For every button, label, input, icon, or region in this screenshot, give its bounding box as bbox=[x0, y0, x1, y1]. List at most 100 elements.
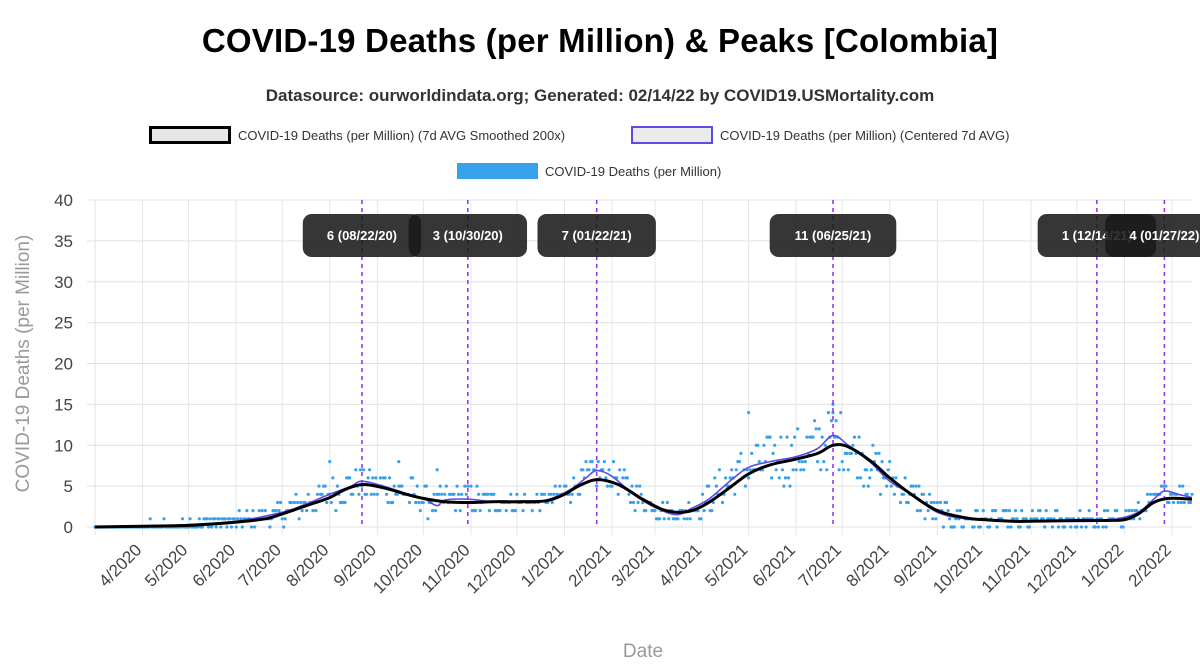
daily-point bbox=[239, 517, 243, 521]
daily-point bbox=[788, 484, 792, 488]
daily-point bbox=[268, 525, 272, 529]
daily-point bbox=[1182, 500, 1186, 505]
y-tick-label: 0 bbox=[64, 518, 73, 537]
peak-label-text: 11 (06/25/21) bbox=[795, 228, 872, 243]
daily-point bbox=[816, 460, 820, 464]
daily-point bbox=[233, 517, 237, 521]
legend-item-smoothed[interactable]: COVID-19 Deaths (per Million) (7d AVG Sm… bbox=[149, 126, 565, 144]
daily-point bbox=[464, 492, 468, 496]
legend-label-centered: COVID-19 Deaths (per Million) (Centered … bbox=[720, 127, 1010, 143]
x-tick-label: 5/2020 bbox=[141, 540, 191, 590]
daily-point bbox=[869, 468, 873, 472]
daily-point bbox=[730, 468, 734, 472]
daily-point bbox=[699, 517, 703, 521]
x-tick-label: 12/2020 bbox=[463, 540, 520, 597]
daily-point bbox=[714, 484, 719, 488]
x-tick-label: 1/2022 bbox=[1077, 540, 1127, 590]
x-tick-label: 4/2021 bbox=[655, 540, 705, 590]
daily-point bbox=[435, 468, 439, 472]
daily-point bbox=[981, 509, 985, 513]
daily-point bbox=[862, 484, 866, 488]
daily-point bbox=[886, 468, 890, 472]
legend-item-centered[interactable]: COVID-19 Deaths (per Million) (Centered … bbox=[631, 126, 1009, 144]
daily-point bbox=[424, 484, 428, 488]
daily-point bbox=[558, 484, 562, 488]
x-tick-label: 3/2021 bbox=[608, 540, 658, 590]
daily-point bbox=[421, 500, 425, 505]
daily-point bbox=[229, 525, 234, 529]
daily-point bbox=[739, 451, 743, 455]
daily-point bbox=[743, 484, 748, 488]
chart-title: COVID-19 Deaths (per Million) & Peaks [C… bbox=[201, 22, 999, 59]
daily-point bbox=[665, 500, 669, 505]
daily-point bbox=[800, 460, 804, 464]
daily-point bbox=[888, 460, 892, 464]
daily-point bbox=[374, 476, 378, 480]
daily-point bbox=[846, 468, 850, 472]
daily-point bbox=[639, 492, 643, 496]
daily-point bbox=[1014, 509, 1018, 513]
daily-point bbox=[814, 427, 818, 431]
daily-point bbox=[839, 411, 843, 415]
daily-point bbox=[550, 500, 554, 505]
daily-point bbox=[923, 517, 927, 521]
daily-point bbox=[914, 484, 918, 488]
daily-point bbox=[779, 435, 783, 439]
x-tick-label: 10/2020 bbox=[369, 540, 426, 597]
daily-point bbox=[148, 517, 152, 521]
daily-point bbox=[329, 500, 333, 505]
daily-point bbox=[794, 468, 798, 472]
daily-point bbox=[487, 509, 491, 513]
daily-point bbox=[469, 484, 473, 488]
daily-point bbox=[351, 492, 355, 496]
daily-point bbox=[384, 492, 389, 496]
daily-point bbox=[590, 460, 594, 464]
daily-point bbox=[437, 492, 441, 496]
daily-point bbox=[1038, 509, 1042, 513]
daily-point bbox=[865, 468, 869, 472]
y-tick-label: 5 bbox=[64, 477, 73, 496]
daily-point bbox=[1078, 509, 1082, 513]
daily-point bbox=[885, 484, 889, 488]
daily-point bbox=[894, 476, 898, 480]
daily-point bbox=[667, 517, 671, 521]
daily-point bbox=[845, 451, 849, 455]
x-tick-label: 6/2020 bbox=[189, 540, 239, 590]
legend-swatch-smoothed bbox=[149, 126, 231, 144]
daily-point bbox=[903, 476, 907, 480]
daily-point bbox=[748, 468, 752, 472]
daily-point bbox=[237, 509, 241, 513]
daily-point bbox=[234, 525, 238, 529]
daily-point bbox=[348, 476, 352, 480]
daily-point bbox=[934, 517, 938, 521]
daily-point bbox=[658, 517, 662, 521]
daily-point bbox=[463, 484, 467, 488]
daily-point bbox=[878, 492, 883, 496]
x-tick-label: 6/2021 bbox=[749, 540, 799, 590]
daily-point bbox=[625, 476, 630, 480]
daily-point bbox=[857, 435, 861, 439]
daily-point bbox=[392, 484, 396, 488]
daily-point bbox=[1138, 517, 1142, 521]
daily-point bbox=[564, 484, 568, 488]
daily-point bbox=[455, 484, 459, 488]
daily-point bbox=[995, 525, 999, 529]
daily-point bbox=[978, 525, 982, 529]
daily-point bbox=[796, 427, 800, 431]
legend-item-daily[interactable]: COVID-19 Deaths (per Million) bbox=[457, 163, 721, 179]
daily-point bbox=[426, 517, 430, 521]
legend-label-daily: COVID-19 Deaths (per Million) bbox=[545, 163, 722, 179]
daily-point bbox=[299, 500, 303, 505]
peak-label-box bbox=[302, 214, 422, 257]
peak-label: 7 (01/22/21) bbox=[537, 214, 656, 257]
daily-point bbox=[676, 517, 680, 521]
x-tick-label: 2/2021 bbox=[565, 540, 615, 590]
daily-point bbox=[473, 509, 478, 513]
daily-point bbox=[1127, 509, 1131, 513]
x-tick-label: 11/2020 bbox=[418, 540, 474, 596]
daily-point bbox=[822, 460, 826, 464]
daily-point bbox=[311, 509, 315, 513]
daily-point bbox=[944, 500, 949, 505]
daily-point bbox=[1176, 500, 1180, 505]
daily-point bbox=[817, 427, 821, 431]
